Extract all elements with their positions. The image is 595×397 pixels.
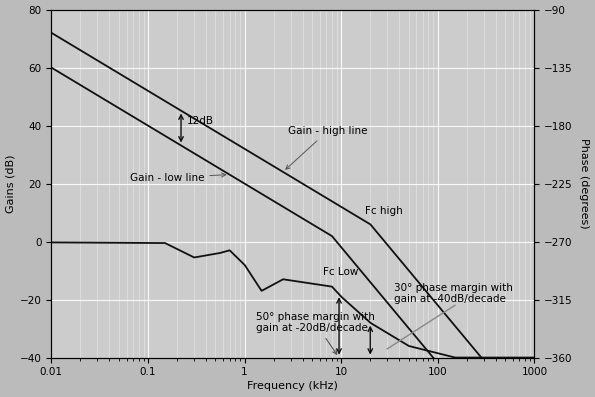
Y-axis label: Phase (degrees): Phase (degrees) xyxy=(580,138,590,229)
Text: Gain - low line: Gain - low line xyxy=(130,173,226,183)
Text: Gain - high line: Gain - high line xyxy=(286,126,367,169)
Text: 50° phase margin with
gain at -20dB/decade: 50° phase margin with gain at -20dB/deca… xyxy=(256,312,374,354)
Text: 30° phase margin with
gain at -40dB/decade: 30° phase margin with gain at -40dB/deca… xyxy=(394,283,513,304)
Y-axis label: Gains (dB): Gains (dB) xyxy=(5,154,15,213)
Text: Fc high: Fc high xyxy=(365,206,402,216)
Text: 12dB: 12dB xyxy=(187,116,214,126)
X-axis label: Frequency (kHz): Frequency (kHz) xyxy=(248,382,339,391)
Text: Fc Low: Fc Low xyxy=(323,267,358,277)
